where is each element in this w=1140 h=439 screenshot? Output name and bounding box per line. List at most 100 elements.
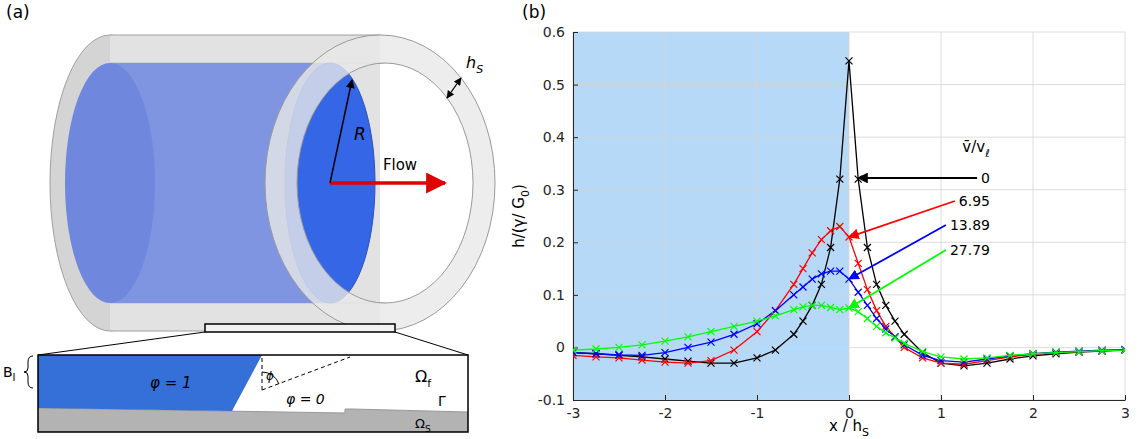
marker <box>901 340 908 347</box>
marker <box>800 265 807 272</box>
text-part: S <box>476 63 483 76</box>
tick-label: 0.4 <box>543 129 565 145</box>
tick-mark <box>573 400 578 401</box>
grid-line <box>849 32 850 400</box>
panel-label: (b) <box>522 2 546 22</box>
x-axis-title: x / hS <box>829 417 869 439</box>
fluid-label: Ωf <box>415 367 432 390</box>
tick: 0.6 <box>543 24 578 40</box>
radius-arrow <box>330 80 352 183</box>
tick: 1 <box>937 395 946 421</box>
marker <box>731 323 738 330</box>
marker <box>790 291 797 298</box>
text-part: ) <box>510 184 528 190</box>
legend-arrow <box>849 250 946 308</box>
legend-arrow <box>849 225 946 279</box>
marker <box>685 344 692 351</box>
marker <box>882 329 889 336</box>
legend-label: 27.79 <box>950 242 990 258</box>
radius-label: R <box>354 124 366 144</box>
grid-line <box>1033 32 1034 400</box>
axis-line <box>573 33 574 401</box>
pipe-ring <box>265 35 495 331</box>
axis-line <box>574 400 1126 401</box>
marker <box>892 334 899 341</box>
tick: -0.1 <box>538 392 578 408</box>
figure: (a)FlowRhSφ = 1φ = 0ϕΩfΓΩSBI(b)-3-2-1012… <box>0 0 1140 439</box>
panel-a: (a)FlowRhSφ = 1φ = 0ϕΩfΓΩSBI <box>3 2 495 434</box>
y-axis-title: h/(γ/ G0) <box>510 184 532 248</box>
marker <box>836 306 843 313</box>
marker <box>864 286 871 293</box>
marker <box>809 276 816 283</box>
solid-label: ΩS <box>415 416 431 434</box>
panel-b: (b)-3-2-10123-0.100.10.20.30.40.50.6x / … <box>510 2 1130 439</box>
tick-label: -0.1 <box>538 392 565 408</box>
legend-title: v̄/vℓ <box>962 138 989 160</box>
marker <box>800 283 807 290</box>
text-part: ℓ <box>984 147 990 160</box>
marker <box>818 302 825 309</box>
band-label: BI <box>3 364 16 383</box>
marker <box>790 331 797 338</box>
marker <box>708 328 715 335</box>
panel-label: (a) <box>6 2 30 22</box>
thickness-label: hS <box>466 53 483 76</box>
band-brace <box>24 356 33 388</box>
marker <box>818 270 825 277</box>
text-part: x / h <box>829 417 862 435</box>
inset <box>38 355 468 432</box>
marker <box>818 236 825 243</box>
marker <box>573 347 577 354</box>
marker <box>984 354 991 361</box>
marker <box>961 355 968 362</box>
tick: 0.5 <box>543 77 578 93</box>
tick-mark <box>573 295 578 296</box>
series-line <box>573 271 1125 362</box>
grid-line <box>573 32 574 400</box>
marker <box>1099 347 1106 354</box>
marker <box>855 176 862 183</box>
legend-label: 6.95 <box>959 193 990 209</box>
tick-mark <box>573 32 578 33</box>
pipe-edge <box>110 35 380 36</box>
marker <box>790 306 797 313</box>
marker <box>873 281 880 288</box>
marker <box>731 347 738 354</box>
tick-mark <box>665 395 666 400</box>
marker <box>809 302 816 309</box>
grid-line <box>573 32 1125 33</box>
fluid-left-end <box>65 63 155 303</box>
marker <box>836 268 843 275</box>
marker <box>731 331 738 338</box>
marker <box>836 176 843 183</box>
marker <box>1007 352 1014 359</box>
thickness-arrow <box>447 78 461 98</box>
marker <box>616 351 623 358</box>
marker <box>892 318 899 325</box>
legend-arrow <box>849 201 955 237</box>
tick: 3 <box>1121 395 1130 421</box>
marker <box>800 318 807 325</box>
inset-frame <box>38 355 468 432</box>
series-line <box>573 305 1125 359</box>
marker <box>1007 353 1014 360</box>
grid-line <box>573 189 1125 190</box>
tick-mark <box>1033 395 1034 400</box>
tick-label: -1 <box>751 405 765 421</box>
liquid <box>38 355 262 411</box>
tick-mark <box>573 242 578 243</box>
tick-label: 3 <box>1121 405 1130 421</box>
legend: v̄/vℓ06.9513.8927.79 <box>849 138 990 308</box>
marker <box>662 338 669 345</box>
text-part: S <box>862 426 869 439</box>
marker <box>754 354 761 361</box>
tick-label: -2 <box>659 405 673 421</box>
marker <box>639 352 646 359</box>
marker <box>1076 348 1083 355</box>
marker <box>836 223 843 230</box>
tick-mark <box>757 395 758 400</box>
marker <box>685 333 692 340</box>
marker <box>1030 350 1037 357</box>
tick-label: 0.6 <box>543 24 565 40</box>
